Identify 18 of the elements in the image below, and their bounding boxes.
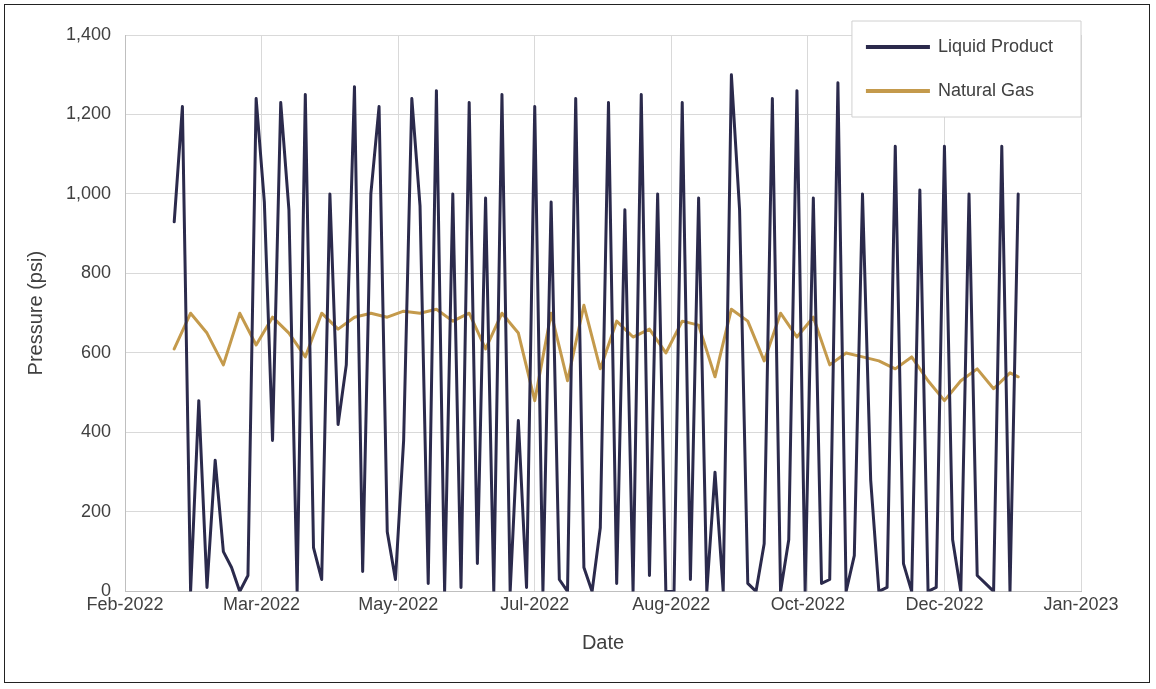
x-axis-title: Date	[581, 630, 625, 653]
x-tick-label: Dec-2022	[905, 594, 984, 615]
y-tick-label: 1,000	[66, 182, 112, 203]
x-tick-label: Jan-2023	[1043, 594, 1119, 615]
x-tick-label: May-2022	[358, 594, 439, 615]
x-tick-label: Oct-2022	[770, 594, 845, 615]
x-tick-label: Aug-2022	[632, 594, 711, 615]
y-tick-label: 800	[81, 262, 112, 283]
legend-label: Natural Gas	[937, 79, 1034, 100]
x-tick-label: Mar-2022	[223, 594, 301, 615]
y-tick-label: 400	[81, 421, 112, 442]
y-tick-label: 1,400	[66, 23, 112, 44]
y-axis-title: Pressure (psi)	[23, 250, 46, 376]
y-tick-label: 600	[81, 341, 112, 362]
y-tick-label: 1,200	[66, 103, 112, 124]
y-tick-label: 200	[81, 500, 112, 521]
x-tick-label: Jul-2022	[500, 594, 570, 615]
legend-label: Liquid Product	[937, 35, 1053, 56]
